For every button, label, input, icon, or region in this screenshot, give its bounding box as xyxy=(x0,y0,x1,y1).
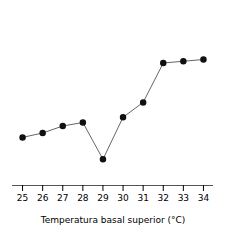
svg-text:33: 33 xyxy=(178,193,189,203)
svg-text:29: 29 xyxy=(97,193,109,203)
svg-text:30: 30 xyxy=(117,193,129,203)
svg-text:27: 27 xyxy=(57,193,68,203)
svg-text:26: 26 xyxy=(37,193,49,203)
svg-text:34: 34 xyxy=(198,193,210,203)
svg-text:32: 32 xyxy=(158,193,169,203)
svg-text:Temperatura basal superior (°C: Temperatura basal superior (°C) xyxy=(40,215,186,225)
svg-text:31: 31 xyxy=(137,193,148,203)
svg-text:28: 28 xyxy=(77,193,89,203)
svg-text:25: 25 xyxy=(17,193,28,203)
